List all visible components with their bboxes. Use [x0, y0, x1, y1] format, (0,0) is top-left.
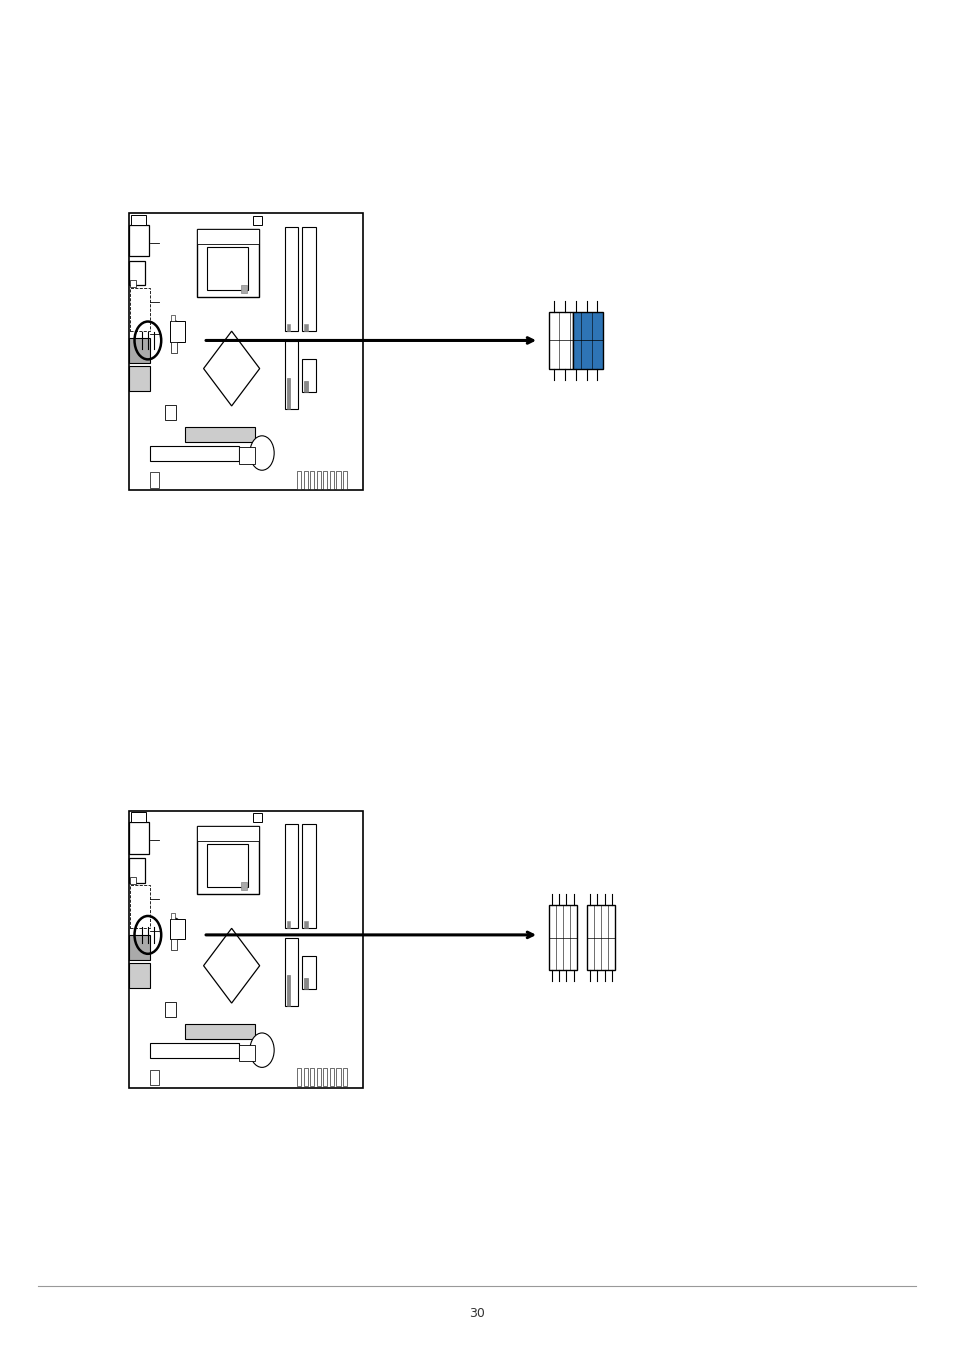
Bar — [238, 1044, 254, 1062]
Bar — [196, 228, 258, 297]
Bar — [304, 381, 308, 392]
Circle shape — [250, 1034, 274, 1067]
Bar — [150, 1070, 159, 1085]
Bar — [185, 427, 254, 442]
Bar — [171, 342, 176, 354]
Bar — [129, 821, 149, 854]
Bar — [129, 963, 150, 988]
Bar — [548, 312, 573, 369]
Bar — [302, 957, 315, 989]
Bar — [285, 824, 298, 928]
Circle shape — [172, 322, 179, 332]
Bar — [130, 877, 135, 884]
Bar — [207, 844, 248, 886]
Bar — [285, 227, 298, 331]
Bar — [336, 471, 340, 489]
Bar — [287, 921, 290, 928]
Bar — [342, 1069, 347, 1086]
Bar — [330, 471, 334, 489]
Circle shape — [172, 919, 179, 929]
Bar — [586, 905, 615, 970]
Bar — [165, 404, 175, 420]
Bar — [171, 315, 175, 322]
Bar — [330, 1069, 334, 1086]
Bar — [310, 471, 314, 489]
Polygon shape — [203, 331, 259, 405]
Bar — [253, 216, 262, 224]
Bar — [129, 213, 362, 490]
Bar — [241, 285, 247, 293]
Bar — [185, 1024, 254, 1039]
Bar — [241, 882, 247, 890]
Bar — [150, 473, 159, 488]
Bar — [129, 338, 150, 363]
Bar — [207, 247, 248, 289]
Bar — [129, 224, 149, 257]
Bar — [285, 340, 298, 409]
Bar — [285, 938, 298, 1006]
Bar — [548, 905, 577, 970]
Bar — [171, 912, 175, 919]
Text: 30: 30 — [469, 1306, 484, 1320]
Bar — [287, 324, 290, 331]
Bar — [302, 227, 315, 331]
Bar — [573, 312, 602, 369]
Bar — [336, 1069, 340, 1086]
Polygon shape — [203, 928, 259, 1002]
Bar — [129, 261, 145, 285]
Bar — [130, 280, 135, 286]
Bar — [150, 1043, 238, 1058]
Bar — [287, 975, 290, 1006]
Bar — [196, 825, 258, 894]
Bar — [342, 471, 347, 489]
Bar — [129, 935, 150, 961]
Bar — [316, 471, 320, 489]
Bar — [316, 1069, 320, 1086]
Bar — [304, 978, 308, 989]
Bar — [304, 921, 308, 928]
Bar — [238, 447, 254, 465]
Bar — [196, 825, 258, 840]
Bar — [296, 1069, 301, 1086]
Bar — [170, 322, 185, 342]
Bar — [304, 324, 308, 331]
Bar — [302, 359, 315, 392]
Bar — [302, 824, 315, 928]
Bar — [287, 378, 290, 409]
Bar — [150, 446, 238, 461]
Bar — [131, 812, 146, 821]
Bar — [303, 1069, 308, 1086]
Bar — [323, 1069, 327, 1086]
Bar — [129, 366, 150, 390]
Bar — [170, 919, 185, 939]
Bar — [196, 228, 258, 243]
Bar — [129, 858, 145, 882]
Bar — [296, 471, 301, 489]
Bar — [129, 811, 362, 1088]
Bar — [165, 1001, 175, 1017]
Bar — [303, 471, 308, 489]
Bar — [130, 885, 150, 928]
Bar — [253, 813, 262, 821]
Bar — [131, 215, 146, 224]
Circle shape — [250, 436, 274, 470]
Bar — [130, 288, 150, 331]
Bar — [323, 471, 327, 489]
Bar — [171, 939, 176, 951]
Bar — [310, 1069, 314, 1086]
